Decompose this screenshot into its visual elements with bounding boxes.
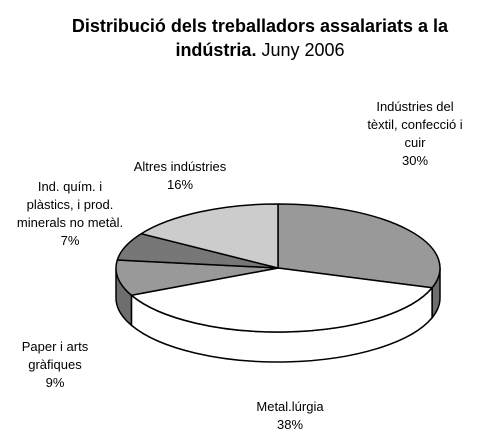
value-label: 7% xyxy=(60,233,80,248)
slice xyxy=(140,203,279,269)
value-label: 9% xyxy=(45,375,65,390)
value-label: 16% xyxy=(166,177,194,192)
category-label: Paper i arts gràfiques xyxy=(21,339,89,372)
slice xyxy=(130,267,433,333)
chart-title-block: Distribució dels treballadors assalariat… xyxy=(40,14,480,62)
category-label: Ind. quím. i plàstics, i prod. minerals … xyxy=(16,179,124,230)
category-label: Altres indústries xyxy=(133,159,227,174)
chart-title: Distribució dels treballadors assalariat… xyxy=(71,16,449,60)
data-label: Paper i arts gràfiques 9% xyxy=(5,338,105,392)
data-label: Indústries del tèxtil, confecció i cuir 3… xyxy=(365,98,465,170)
data-label: Altres indústries 16% xyxy=(130,158,230,194)
slice xyxy=(277,203,441,289)
data-label: Ind. quím. i plàstics, i prod. minerals … xyxy=(15,178,125,250)
category-label: Metal.lúrgia xyxy=(256,399,324,414)
data-label: Metal.lúrgia 38% xyxy=(225,398,355,430)
category-label: Indústries del tèxtil, confecció i cuir xyxy=(367,99,463,150)
value-label: 38% xyxy=(276,417,304,430)
chart-subtitle: Juny 2006 xyxy=(261,40,345,60)
value-label: 30% xyxy=(401,153,429,168)
